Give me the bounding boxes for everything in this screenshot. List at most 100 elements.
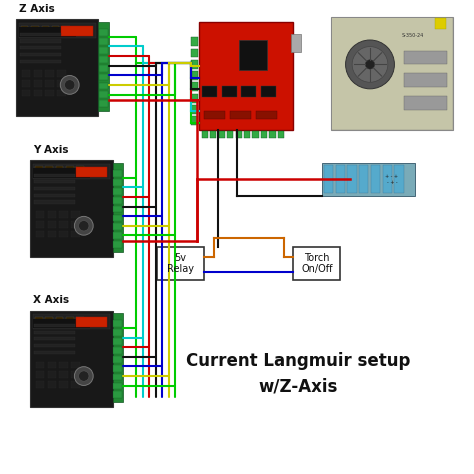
Bar xyxy=(100,29,108,36)
Bar xyxy=(100,82,108,89)
Bar xyxy=(46,71,54,77)
Bar xyxy=(18,23,96,38)
Text: S-350-24: S-350-24 xyxy=(402,33,424,38)
Bar xyxy=(383,165,392,193)
Bar xyxy=(113,197,122,203)
Bar xyxy=(34,324,75,327)
Bar xyxy=(394,165,404,193)
Bar xyxy=(359,165,368,193)
Bar xyxy=(113,329,122,336)
Bar xyxy=(210,131,216,138)
Bar xyxy=(76,166,84,176)
Bar xyxy=(59,230,68,237)
Circle shape xyxy=(74,217,93,235)
Bar xyxy=(48,381,56,388)
Bar xyxy=(113,241,122,248)
Bar xyxy=(230,110,251,119)
Bar xyxy=(59,381,68,388)
Bar xyxy=(34,80,42,87)
Circle shape xyxy=(352,46,388,82)
Bar xyxy=(113,392,122,398)
Bar xyxy=(34,330,75,334)
Bar xyxy=(34,344,75,347)
Bar xyxy=(31,26,39,35)
Bar xyxy=(48,371,56,378)
Bar xyxy=(34,71,42,77)
Circle shape xyxy=(74,367,93,385)
Bar xyxy=(59,362,68,368)
Bar xyxy=(253,131,259,138)
Bar xyxy=(22,90,30,96)
Bar xyxy=(30,160,112,256)
Bar xyxy=(35,166,43,176)
Bar xyxy=(34,351,75,354)
Bar xyxy=(113,347,122,354)
Bar xyxy=(404,96,447,109)
Bar xyxy=(371,165,380,193)
Bar xyxy=(22,71,30,77)
Bar xyxy=(71,211,80,218)
Text: Current Langmuir setup
w/Z-Axis: Current Langmuir setup w/Z-Axis xyxy=(186,353,410,395)
Bar xyxy=(59,211,68,218)
Bar xyxy=(46,90,54,96)
Bar xyxy=(191,71,199,80)
Bar xyxy=(75,317,107,327)
Bar xyxy=(112,163,123,252)
Bar xyxy=(100,38,108,45)
Bar xyxy=(278,131,284,138)
Bar xyxy=(48,221,56,228)
Bar xyxy=(71,221,80,228)
Bar xyxy=(36,211,45,218)
Bar xyxy=(36,230,45,237)
Bar xyxy=(347,165,357,193)
Bar xyxy=(62,26,70,35)
Bar xyxy=(48,211,56,218)
Bar xyxy=(35,317,43,326)
Bar xyxy=(113,383,122,389)
Bar xyxy=(332,18,452,129)
Bar xyxy=(200,22,293,130)
Bar xyxy=(71,371,80,378)
Bar xyxy=(57,80,65,87)
Bar xyxy=(269,131,275,138)
Bar xyxy=(71,362,80,368)
Bar xyxy=(36,381,45,388)
Bar xyxy=(256,110,277,119)
Bar xyxy=(331,17,453,130)
Bar xyxy=(112,313,123,402)
Text: + - +
- + -: + - + - + - xyxy=(385,173,399,184)
Text: Z Axis: Z Axis xyxy=(19,4,55,14)
Bar xyxy=(66,166,73,176)
Bar xyxy=(435,18,447,29)
Bar xyxy=(20,53,61,56)
Bar xyxy=(20,39,61,43)
Bar xyxy=(76,317,84,326)
Bar xyxy=(52,26,59,35)
Bar xyxy=(219,131,225,138)
Bar xyxy=(204,110,225,119)
Circle shape xyxy=(79,371,89,381)
Bar xyxy=(34,180,75,183)
Bar xyxy=(191,82,199,91)
Bar xyxy=(33,168,90,178)
Bar xyxy=(291,34,301,52)
Bar xyxy=(75,167,107,177)
Bar xyxy=(191,116,199,125)
Bar xyxy=(57,90,65,96)
Bar xyxy=(71,230,80,237)
Bar xyxy=(404,51,447,64)
Bar xyxy=(71,381,80,388)
Bar xyxy=(59,371,68,378)
Bar xyxy=(48,230,56,237)
Bar xyxy=(57,71,65,77)
Bar xyxy=(48,362,56,368)
Bar xyxy=(113,232,122,239)
Bar xyxy=(321,163,415,196)
Bar xyxy=(36,362,45,368)
Circle shape xyxy=(60,75,79,94)
Bar xyxy=(100,56,108,63)
Bar xyxy=(157,247,204,280)
Bar xyxy=(191,60,199,69)
Bar xyxy=(113,374,122,381)
Bar xyxy=(100,100,108,107)
